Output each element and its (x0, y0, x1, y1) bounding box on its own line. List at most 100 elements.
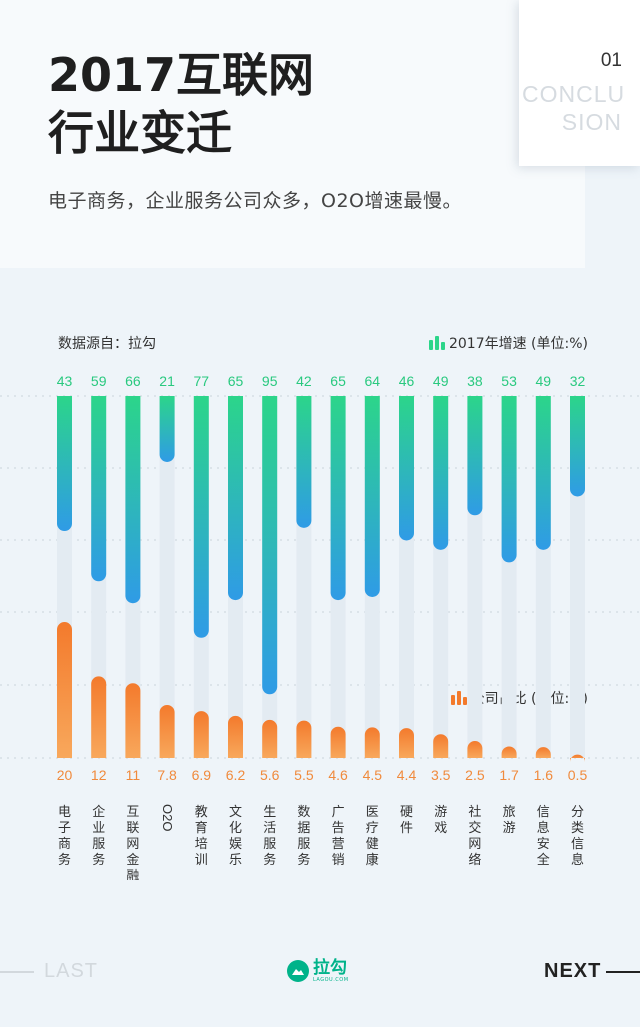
title-line-1: 2017互联网 (48, 48, 315, 102)
last-button[interactable]: LAST (44, 960, 99, 982)
share-bar (467, 741, 483, 758)
share-value-label: 1.6 (534, 767, 554, 783)
growth-value-label: 53 (501, 373, 517, 389)
share-value-label: 6.9 (192, 767, 212, 783)
last-line (0, 971, 34, 973)
growth-bar (57, 396, 72, 532)
growth-value-label: 49 (536, 373, 552, 389)
share-value-label: 4.4 (397, 767, 417, 783)
legend-share-label: 公司占比 (单位:%) (470, 691, 588, 707)
share-bar (91, 676, 107, 758)
share-bar (57, 622, 72, 758)
grid-lines (0, 395, 640, 759)
growth-bar (91, 396, 107, 582)
share-value-label: 7.8 (157, 767, 177, 783)
logo-subtext: LAGOU.COM (313, 977, 349, 983)
category-label: 分类信息 (571, 805, 584, 868)
share-value-label: 0.5 (568, 767, 588, 783)
growth-bar (467, 396, 483, 516)
bar-track (159, 396, 175, 758)
category-label: 硬件 (400, 805, 413, 836)
category-label: 广告营销 (332, 805, 345, 868)
growth-bar (433, 396, 449, 550)
labels: 43 20 电子商务 59 12 企业服务 66 11 互联网金融 21 7.8 O2O 77 6.9 教育… (57, 373, 588, 880)
category-label: 医疗健康 (366, 805, 379, 868)
category-label: 游戏 (434, 805, 447, 836)
next-line (606, 971, 640, 973)
section-word-line-1: CONCLU (522, 81, 626, 107)
growth-bar (330, 396, 346, 601)
category-label: 互联网金融 (126, 805, 139, 880)
growth-value-label: 46 (399, 373, 415, 389)
growth-value-label: 77 (194, 373, 210, 389)
title-line-2: 行业变迁 (48, 106, 232, 160)
share-value-label: 1.7 (499, 767, 519, 783)
share-bar (364, 727, 380, 758)
share-bar (535, 747, 551, 758)
share-bar (159, 704, 175, 758)
growth-bar (535, 396, 551, 550)
category-label: 生活服务 (263, 805, 276, 868)
category-label: O2O (160, 804, 175, 831)
category-label: 社交网络 (468, 804, 481, 868)
section-word: CONCLU SION (522, 80, 626, 136)
share-value-label: 12 (91, 767, 107, 783)
growth-value-label: 32 (570, 373, 586, 389)
growth-bar (159, 396, 175, 462)
growth-bar (193, 396, 209, 638)
share-bar (125, 683, 141, 758)
legend-growth: 2017年增速 (单位:%) (428, 333, 588, 353)
growth-value-label: 59 (91, 373, 107, 389)
share-bar (501, 746, 517, 758)
share-bar (262, 719, 278, 758)
category-label: 信息安全 (537, 805, 550, 868)
bar-chart: 43 20 电子商务 59 12 企业服务 66 11 互联网金融 21 7.8 O2O 77 6.9 教育… (0, 373, 640, 880)
share-value-label: 11 (126, 767, 141, 783)
share-bar (228, 715, 243, 758)
section-word-line-2: SION (561, 109, 622, 135)
growth-value-label: 66 (125, 373, 141, 389)
legend-share: 公司占比 (单位:%) (450, 688, 588, 708)
logo-text: 拉勾 (313, 958, 347, 978)
growth-value-label: 49 (433, 373, 449, 389)
data-source-label: 数据源自：拉勾 (58, 336, 156, 352)
category-label: 旅游 (503, 805, 516, 836)
category-label: 企业服务 (92, 804, 105, 868)
lagou-logo: 拉勾 LAGOU.COM (287, 959, 349, 983)
growth-bar (501, 396, 517, 563)
category-label: 数据服务 (297, 805, 310, 868)
header-panel (0, 0, 585, 268)
next-button[interactable]: NEXT (544, 960, 602, 982)
share-value-label: 6.2 (226, 767, 246, 783)
bar-chart-icon-green (428, 336, 445, 350)
growth-value-label: 65 (330, 373, 346, 389)
share-bar (433, 734, 449, 758)
page-title: 2017互联网 行业变迁 (48, 46, 314, 162)
page-subtitle: 电子商务，企业服务公司众多，O2O增速最慢。 (48, 190, 462, 212)
growth-value-label: 64 (365, 373, 381, 389)
category-label: 电子商务 (58, 805, 71, 868)
section-number: 01 (600, 50, 622, 71)
growth-bar (228, 396, 243, 601)
share-bar (330, 726, 346, 758)
growth-value-label: 65 (228, 373, 244, 389)
share-value-label: 2.5 (465, 767, 485, 783)
growth-value-label: 43 (57, 373, 73, 389)
lagou-logo-icon (287, 960, 309, 982)
share-value-label: 5.6 (260, 767, 280, 783)
growth-value-label: 38 (467, 373, 483, 389)
category-label: 教育培训 (195, 804, 208, 868)
growth-bar (399, 396, 414, 541)
share-bar (296, 720, 312, 758)
share-value-label: 5.5 (294, 767, 314, 783)
share-value-label: 4.5 (363, 767, 383, 783)
growth-bar (570, 396, 586, 497)
share-bar (570, 754, 585, 763)
share-value-label: 4.6 (328, 767, 348, 783)
growth-value-label: 95 (262, 373, 278, 389)
category-label: 文化娱乐 (229, 805, 242, 868)
growth-bar (262, 396, 278, 695)
legend-growth-label: 2017年增速 (单位:%) (448, 336, 588, 352)
share-value-label: 3.5 (431, 767, 451, 783)
share-bar (193, 711, 209, 758)
